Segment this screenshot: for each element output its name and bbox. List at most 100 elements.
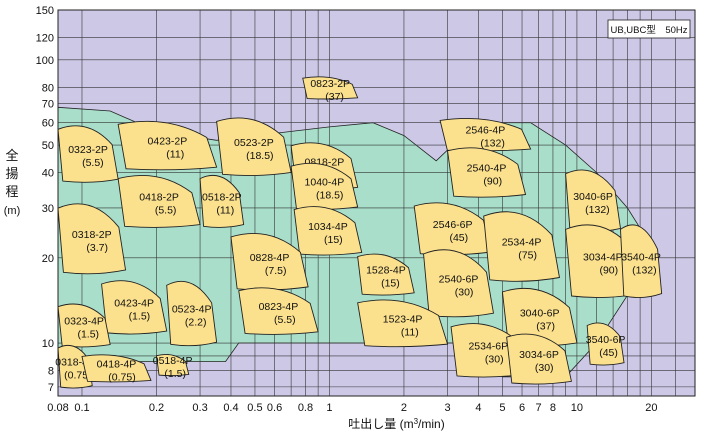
model-name-label: 0828-4P (250, 252, 290, 264)
model-block-shape (199, 175, 245, 228)
model-name-label: 3540-4P (621, 251, 661, 263)
model-block-shape (117, 120, 218, 171)
plot-frame (57, 9, 696, 397)
y-tick-label: 100 (36, 55, 54, 67)
model-blocks: 0823-2P(37) 0323-2P (5.5) 0423-2P(11)0523-2… (55, 76, 663, 389)
model-name-label: 0518-4P (153, 355, 193, 367)
x-axis-label-main: 吐出し量 (m (348, 417, 413, 431)
model-name-label: 1528-4P (366, 265, 406, 277)
y-axis-label-char: 揚 (5, 166, 18, 181)
x-tick-label: 4 (475, 402, 481, 414)
model-block: 2546-6P(45) (413, 202, 492, 256)
model-name-label: 0418-4P (97, 358, 137, 370)
model-block: 3540-6P(45) (586, 322, 626, 366)
legend-box: UB,UBC型 50Hz (607, 19, 691, 39)
model-name-label: 0518-2P (202, 191, 242, 203)
model-block: 0323-4P(1.5) (57, 303, 111, 348)
model-block: 0823-2P(37) (302, 76, 359, 103)
model-power-label: (11) (216, 204, 234, 216)
model-block-shape (117, 174, 201, 228)
model-block-shape (57, 125, 119, 183)
model-name-label: 3040-6P (520, 307, 560, 319)
x-axis-label: 吐出し量 (m3/min) (348, 417, 444, 432)
model-block: 0518-2P(11) (199, 175, 245, 228)
model-name-label: 0323-2P (68, 144, 108, 156)
x-tick-label: 1 (326, 402, 332, 414)
model-name-label: 0523-4P (172, 304, 212, 316)
y-tick-label: 40 (42, 168, 54, 180)
y-tick-label: 60 (42, 118, 54, 130)
model-name-label: 0423-4P (114, 297, 154, 309)
model-power-label: (11) (401, 326, 419, 338)
x-axis-label-sup: 3 (414, 417, 419, 426)
model-power-label: (90) (483, 176, 502, 188)
model-power-label: (132) (585, 204, 610, 216)
model-power-label: (5.5) (155, 204, 177, 216)
model-power-label: (18.5) (316, 189, 343, 201)
model-block: 3040-6P(132) (565, 169, 622, 233)
model-name-label: 2540-6P (439, 273, 479, 285)
model-block: 3034-6P(30) (506, 333, 572, 385)
model-power-label: (1.5) (164, 368, 186, 380)
model-block-shape (620, 224, 663, 298)
y-tick-label: 120 (36, 32, 54, 44)
model-block: 0828-4P(7.5) (230, 233, 309, 291)
model-name-label: 2534-4P (502, 237, 542, 249)
model-block: 1040-4P(18.5) (290, 162, 359, 210)
x-tick-label: 8 (550, 402, 556, 414)
model-block: 0423-4P(1.5) (101, 280, 168, 335)
x-tick-labels: 0.08 0.1 0.2 0.3 0.4 0.5 0.6 0.8 1 2 3 4 5 6 7 8 10 20 (47, 402, 657, 414)
x-tick-label: 5 (499, 402, 505, 414)
model-power-label: (45) (599, 347, 618, 359)
model-power-label: (37) (536, 320, 555, 332)
model-block-shape (506, 333, 572, 385)
model-power-label: (30) (485, 353, 504, 365)
y-tick-label: 150 (36, 5, 54, 17)
y-tick-label: 10 (42, 338, 54, 350)
model-name-label: 3040-6P (573, 191, 613, 203)
model-name-label: 0323-4P (64, 315, 104, 327)
model-block: 0523-4P(2.2) (166, 280, 218, 347)
x-tick-label: 2 (401, 402, 407, 414)
model-name-label: 1523-4P (383, 313, 423, 325)
model-power-label: (1.5) (129, 310, 151, 322)
model-power-label: (7.5) (265, 265, 287, 277)
x-tick-label: 20 (645, 402, 657, 414)
model-block-shape (357, 299, 449, 348)
model-name-label: 2546-6P (433, 219, 473, 231)
model-block: 2534-4P(75) (483, 211, 560, 282)
model-block: 0423-2P(11) (117, 120, 218, 171)
model-name-label: 1040-4P (305, 176, 345, 188)
legend-box-frame (607, 19, 691, 39)
model-power-label: (75) (518, 250, 537, 262)
model-name-label: 0318-2P (72, 229, 112, 241)
model-block-shape (357, 253, 415, 296)
model-name-label: 2534-6P (468, 340, 508, 352)
y-tick-label: 70 (42, 99, 54, 111)
x-tick-label: 0.4 (223, 402, 238, 414)
model-block: 1523-4P(11) (357, 299, 449, 348)
model-power-label: (132) (632, 264, 657, 276)
model-name-label: 3034-4P (583, 251, 623, 263)
model-block-shape (238, 287, 319, 335)
y-tick-label: 50 (42, 140, 54, 152)
x-tick-label: 0.8 (298, 402, 313, 414)
model-block-shape (216, 117, 292, 177)
model-block: 0418-2P(5.5) (117, 174, 201, 228)
x-tick-label: 7 (536, 402, 542, 414)
y-tick-label: 20 (42, 253, 54, 265)
model-name-label: 3540-6P (586, 334, 626, 346)
x-tick-label: 0.5 (247, 402, 262, 414)
model-block: 0318-2P(3.7) (57, 203, 127, 275)
model-power-label: (2.2) (185, 317, 207, 329)
model-block: 0523-2P(18.5) (216, 117, 292, 177)
x-tick-label: 0.08 (47, 402, 68, 414)
x-tick-label: 0.2 (149, 402, 164, 414)
x-tick-label: 3 (444, 402, 450, 414)
y-axis-label-char: 全 (5, 148, 18, 163)
model-name-label: 3034-6P (519, 349, 559, 361)
model-block-shape (447, 147, 527, 198)
model-block-shape (483, 211, 560, 282)
